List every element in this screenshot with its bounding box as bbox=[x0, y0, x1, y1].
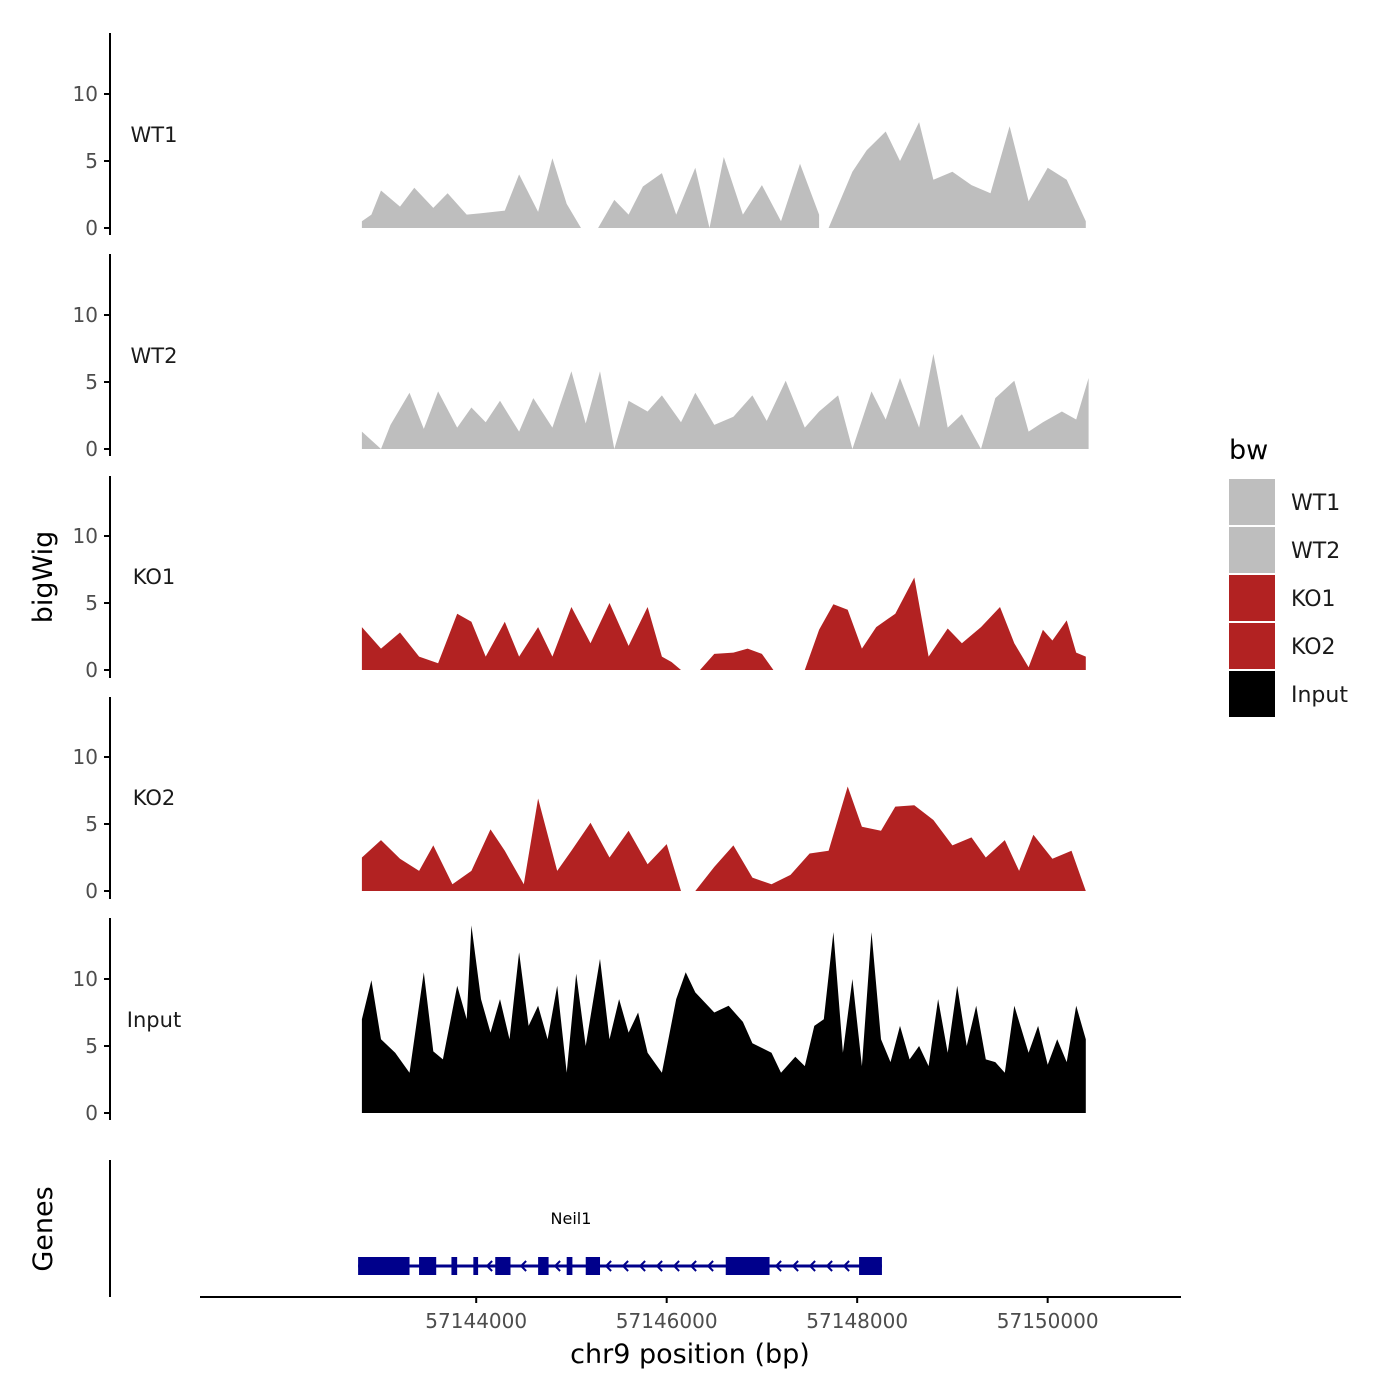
strand-arrow bbox=[774, 1260, 782, 1272]
y-tick-label: 0 bbox=[85, 216, 98, 240]
legend-label-ko1: KO1 bbox=[1291, 587, 1336, 612]
strand-arrow bbox=[638, 1260, 646, 1272]
legend: bw WT1 WT2 KO1 KO2 Input bbox=[1229, 435, 1348, 717]
track-label-wt2: WT2 bbox=[131, 344, 178, 368]
strand-arrow bbox=[689, 1260, 697, 1272]
y-tick-label: 10 bbox=[73, 745, 98, 769]
track-ko2: 0 5 10 KO2 bbox=[73, 697, 1086, 903]
track-wt1-area-1 bbox=[598, 157, 820, 228]
track-ko1: 0 5 10 KO1 bbox=[73, 476, 1086, 682]
track-label-wt1: WT1 bbox=[131, 123, 178, 147]
x-tick-label: 57148000 bbox=[806, 1309, 908, 1333]
gene-exon-4 bbox=[473, 1257, 479, 1275]
y-tick-label: 0 bbox=[85, 879, 98, 903]
gene-exon-7 bbox=[566, 1257, 573, 1275]
genes-axis-title: Genes bbox=[28, 1186, 59, 1271]
y-tick-label: 5 bbox=[85, 812, 98, 836]
strand-arrow bbox=[604, 1260, 612, 1272]
legend-key-ko1 bbox=[1229, 575, 1275, 621]
track-ko2-area-1 bbox=[695, 786, 1086, 891]
track-wt1: 0 5 10 WT1 bbox=[73, 33, 1086, 240]
track-wt1-area-2 bbox=[828, 122, 1086, 228]
legend-label-wt2: WT2 bbox=[1291, 539, 1340, 564]
strand-arrow bbox=[621, 1260, 629, 1272]
y-tick-label: 0 bbox=[85, 1101, 98, 1125]
strand-arrow bbox=[553, 1260, 561, 1272]
legend-key-wt1 bbox=[1229, 479, 1275, 525]
y-tick-label: 5 bbox=[85, 1034, 98, 1058]
gene-name-label: Neil1 bbox=[551, 1209, 592, 1228]
y-tick-label: 10 bbox=[73, 82, 98, 106]
legend-key-ko2 bbox=[1229, 623, 1275, 669]
x-axis-title: chr9 position (bp) bbox=[570, 1339, 810, 1370]
track-ko1-area-1 bbox=[700, 648, 774, 670]
tracks-layer: 0 5 10 WT1 0 5 10 WT2 0 5 10 KO1 0 5 10 KO2 0 5 10 Input bbox=[73, 33, 1089, 1125]
track-label-ko2: KO2 bbox=[133, 786, 176, 810]
track-input: 0 5 10 Input bbox=[73, 918, 1086, 1125]
legend-label-input: Input bbox=[1291, 683, 1348, 708]
strand-arrow bbox=[519, 1260, 527, 1272]
y-tick-label: 10 bbox=[73, 303, 98, 327]
track-input-area-0 bbox=[361, 925, 1086, 1113]
gene-exon-5 bbox=[495, 1257, 511, 1275]
y-tick-label: 10 bbox=[73, 967, 98, 991]
x-tick-label: 57144000 bbox=[425, 1309, 527, 1333]
track-label-ko1: KO1 bbox=[133, 565, 176, 589]
y-tick-label: 5 bbox=[85, 591, 98, 615]
gene-exon-6 bbox=[538, 1257, 549, 1275]
strand-arrow bbox=[791, 1260, 799, 1272]
track-wt1-area-0 bbox=[361, 158, 581, 228]
gene-exon-10 bbox=[859, 1257, 882, 1275]
track-wt2-area-0 bbox=[361, 353, 1089, 449]
strand-arrow bbox=[825, 1260, 833, 1272]
legend-key-input bbox=[1229, 671, 1275, 717]
track-wt2: 0 5 10 WT2 bbox=[73, 254, 1089, 461]
legend-key-wt2 bbox=[1229, 527, 1275, 573]
strand-arrow bbox=[706, 1260, 714, 1272]
legend-label-wt1: WT1 bbox=[1291, 491, 1340, 516]
gene-exon-1 bbox=[358, 1257, 410, 1275]
y-tick-label: 5 bbox=[85, 370, 98, 394]
legend-title: bw bbox=[1229, 435, 1268, 466]
strand-arrow bbox=[485, 1260, 493, 1272]
track-label-input: Input bbox=[127, 1008, 181, 1032]
gene-track: Neil1 bbox=[109, 1160, 882, 1297]
strand-arrow bbox=[808, 1260, 816, 1272]
gene-exon-9 bbox=[725, 1257, 770, 1275]
x-axis: 57144000 57146000 57148000 57150000 bbox=[200, 1296, 1181, 1333]
strand-arrow bbox=[842, 1260, 850, 1272]
y-tick-label: 10 bbox=[73, 524, 98, 548]
y-tick-label: 0 bbox=[85, 658, 98, 682]
y-tick-label: 0 bbox=[85, 437, 98, 461]
y-axis-title: bigWig bbox=[28, 531, 59, 624]
gene-exon-8 bbox=[585, 1257, 601, 1275]
strand-arrow bbox=[655, 1260, 663, 1272]
track-ko2-area-0 bbox=[361, 798, 681, 891]
gene-exon-3 bbox=[451, 1257, 458, 1275]
y-tick-label: 5 bbox=[85, 149, 98, 173]
x-tick-label: 57146000 bbox=[616, 1309, 718, 1333]
track-ko1-area-0 bbox=[361, 603, 681, 670]
legend-label-ko2: KO2 bbox=[1291, 635, 1336, 660]
strand-arrow bbox=[672, 1260, 680, 1272]
x-tick-label: 57150000 bbox=[997, 1309, 1099, 1333]
track-ko1-area-2 bbox=[804, 577, 1086, 670]
gene-exon-2 bbox=[419, 1257, 437, 1275]
